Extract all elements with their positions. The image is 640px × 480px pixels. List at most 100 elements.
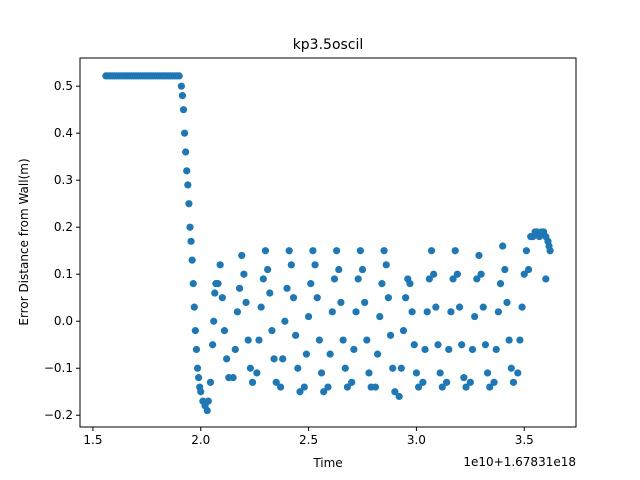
- data-point: [192, 345, 201, 354]
- data-point: [240, 270, 248, 278]
- data-point: [507, 364, 515, 372]
- x-axis-ticks: 1.5 2.0 2.5 3.0 3.5: [83, 427, 534, 447]
- data-point: [389, 364, 397, 372]
- data-point: [509, 378, 518, 386]
- data-point: [328, 308, 336, 316]
- data-point: [432, 303, 440, 311]
- data-point: [468, 345, 477, 354]
- data-point: [180, 129, 189, 137]
- data-point: [447, 308, 455, 316]
- data-point: [496, 280, 505, 288]
- data-point: [246, 364, 254, 372]
- data-point: [492, 345, 500, 354]
- y-tick-label: −0.1: [44, 361, 73, 375]
- data-point: [190, 303, 198, 311]
- data-point: [494, 308, 502, 316]
- data-point: [296, 388, 304, 396]
- data-point: [238, 251, 246, 260]
- data-point: [302, 350, 311, 358]
- data-point: [436, 369, 444, 377]
- data-point: [419, 378, 427, 386]
- data-point: [520, 270, 528, 278]
- data-point: [177, 82, 185, 90]
- data-point: [272, 378, 280, 386]
- data-point: [268, 327, 276, 335]
- data-point: [343, 383, 352, 391]
- x-tick-label: 3.0: [407, 433, 426, 447]
- data-point: [216, 261, 224, 269]
- x-axis-label: Time: [312, 456, 342, 470]
- data-point: [326, 350, 334, 358]
- data-point: [189, 280, 197, 288]
- y-tick-label: 0.5: [54, 79, 73, 93]
- data-point: [479, 303, 487, 311]
- data-point: [231, 345, 239, 354]
- data-point: [242, 298, 250, 307]
- data-point: [516, 336, 524, 344]
- data-point: [206, 378, 215, 386]
- data-point: [361, 298, 369, 307]
- data-point: [473, 275, 481, 283]
- data-point: [341, 364, 349, 372]
- data-point: [483, 369, 492, 377]
- data-point: [193, 364, 202, 372]
- data-point: [255, 336, 263, 344]
- data-point: [427, 247, 436, 255]
- data-point: [490, 378, 498, 386]
- data-point: [209, 341, 217, 349]
- y-axis-ticks: −0.2 −0.1 0.0 0.1 0.2 0.3 0.4 0.5: [44, 79, 80, 422]
- data-point: [524, 265, 533, 274]
- data-point: [356, 247, 364, 255]
- data-point: [352, 308, 360, 316]
- data-point: [292, 331, 300, 339]
- data-point: [185, 200, 193, 208]
- data-point: [542, 275, 550, 283]
- data-point: [257, 303, 265, 311]
- data-point: [203, 406, 211, 415]
- data-point: [304, 312, 313, 321]
- y-tick-label: 0.3: [54, 173, 73, 187]
- data-point: [264, 265, 272, 274]
- data-point: [376, 312, 384, 321]
- data-point: [218, 294, 226, 302]
- data-point: [266, 289, 274, 297]
- data-point: [421, 345, 429, 354]
- data-point: [285, 247, 293, 255]
- data-points: [102, 72, 554, 415]
- data-point: [253, 369, 261, 377]
- data-point: [220, 327, 229, 335]
- data-point: [229, 374, 237, 382]
- data-point: [451, 247, 459, 255]
- data-point: [289, 294, 298, 302]
- data-point: [235, 284, 244, 292]
- data-point: [195, 374, 203, 382]
- data-point: [406, 280, 414, 288]
- y-tick-label: 0.0: [54, 314, 73, 328]
- data-point: [354, 275, 362, 283]
- data-point: [339, 336, 347, 344]
- data-point: [317, 369, 326, 377]
- data-point: [313, 294, 321, 302]
- x-tick-label: 2.0: [191, 433, 210, 447]
- data-point: [423, 308, 431, 316]
- data-point: [522, 247, 531, 255]
- y-tick-label: 0.1: [54, 267, 73, 281]
- data-point: [466, 378, 474, 386]
- data-point: [434, 341, 442, 349]
- data-point: [391, 388, 399, 396]
- data-point: [333, 247, 341, 255]
- data-point: [475, 251, 483, 260]
- data-point: [386, 331, 395, 339]
- data-point: [309, 247, 317, 255]
- data-point: [477, 270, 485, 278]
- data-point: [518, 303, 526, 311]
- data-point: [183, 167, 191, 175]
- data-point: [408, 308, 416, 316]
- data-point: [501, 265, 509, 274]
- data-point: [283, 284, 291, 292]
- data-point: [179, 106, 188, 114]
- data-point: [191, 327, 199, 335]
- data-point: [281, 317, 289, 325]
- data-point: [311, 261, 319, 269]
